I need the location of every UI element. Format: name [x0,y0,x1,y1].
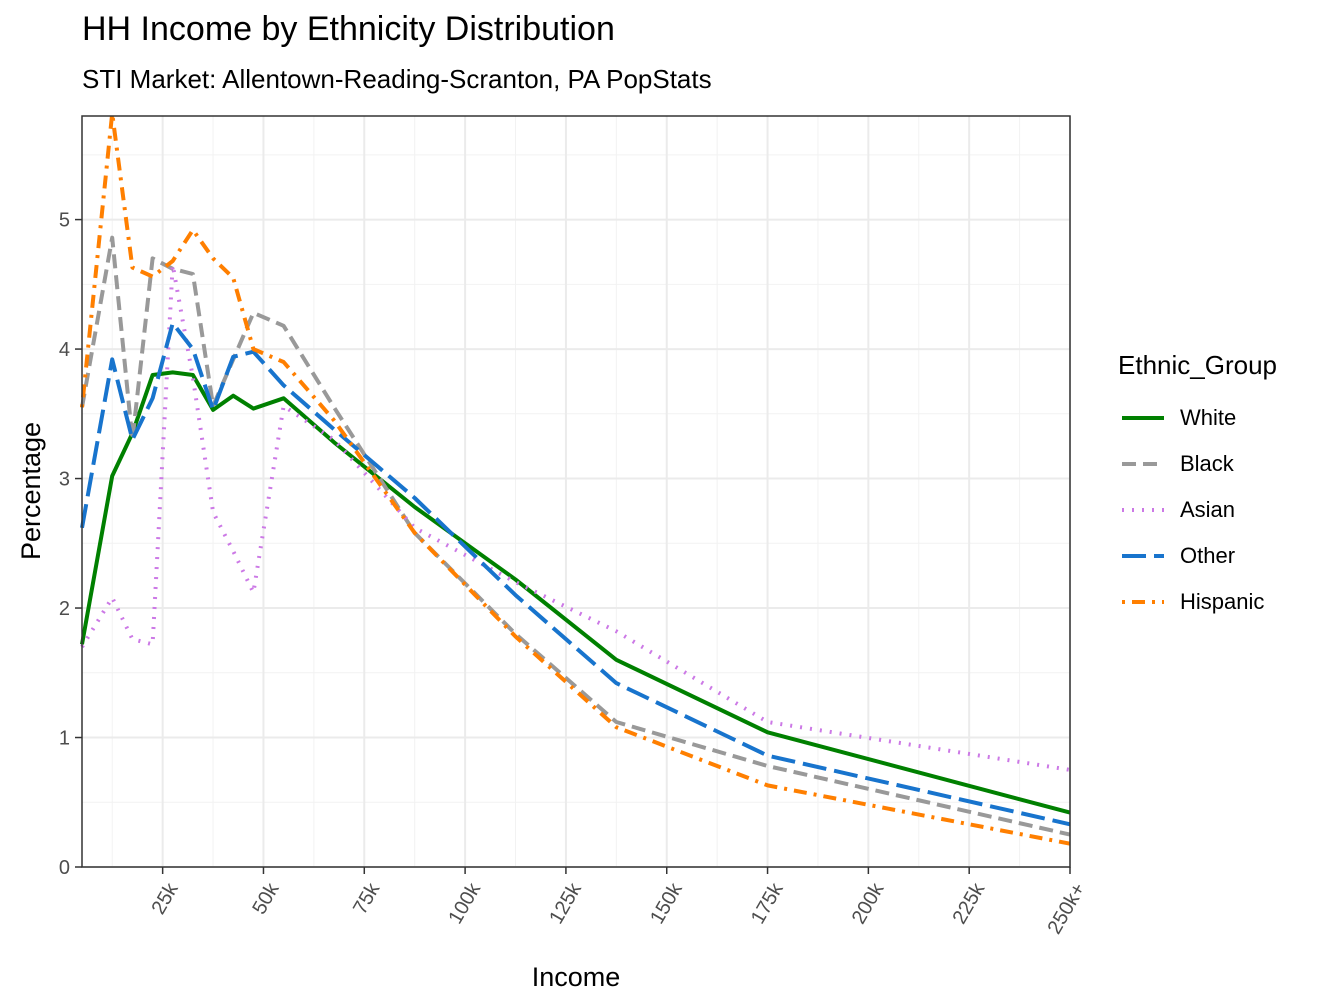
x-tick-label: 225k [949,878,990,927]
x-tick-label: 100k [444,878,485,927]
legend-label: White [1180,405,1237,430]
major-gridlines [82,116,1071,868]
series-line-white [80,370,1071,815]
x-tick-label: 200k [848,878,889,927]
legend-key-hispanic [1122,600,1164,604]
x-axis-label: Income [532,962,621,992]
legend-item-other: Other [1118,533,1277,579]
legend-label: Asian [1180,497,1236,522]
minor-gridlines [82,116,1070,867]
x-axis: 25k 50k 75k 100k 125k 150k 175k 200k 225k 250k+ [148,867,1091,938]
y-tick-label: 0 [59,857,70,879]
legend-item-black: Black [1118,441,1277,487]
y-tick-label: 4 [59,339,70,361]
chart-subtitle: STI Market: Allentown-Reading-Scranton, … [82,64,712,94]
x-tick-label: 125k [545,878,586,927]
y-tick-label: 1 [59,728,70,750]
legend-key-asian [1122,508,1164,512]
y-tick-label: 5 [59,210,70,232]
legend-item-asian: Asian [1118,487,1277,533]
legend-label: Other [1180,543,1236,568]
legend-key-other [1122,554,1164,558]
y-axis: 0 1 2 3 4 5 [59,210,82,879]
legend-title: Ethnic_Group [1118,350,1277,380]
series-line-other [80,321,1071,827]
series-line-asian [80,262,1071,772]
x-tick-label: 50k [248,878,284,918]
legend: Ethnic_Group White Black Asian Other Hispani… [1118,350,1277,625]
x-tick-label: 75k [349,878,385,918]
legend-item-white: White [1118,395,1277,441]
legend-key-white [1122,416,1164,420]
chart-title: HH Income by Ethnicity Distribution [82,10,615,48]
legend-label: Hispanic [1180,589,1265,614]
legend-items: White Black Asian Other Hispanic [1118,395,1277,625]
x-tick-label: 250k+ [1044,879,1091,938]
y-axis-label: Percentage [16,422,46,560]
x-tick-label: 150k [646,878,687,927]
series-layer [80,111,1071,846]
plot-panel-border [81,115,1071,868]
legend-key-black [1122,462,1164,466]
legend-label: Black [1180,451,1234,476]
legend-item-hispanic: Hispanic [1118,579,1277,625]
x-tick-label: 25k [148,878,184,918]
series-line-hispanic [80,111,1071,846]
y-tick-label: 3 [59,469,70,491]
x-tick-label: 175k [747,878,788,927]
y-tick-label: 2 [59,598,70,620]
series-line-black [80,235,1071,837]
